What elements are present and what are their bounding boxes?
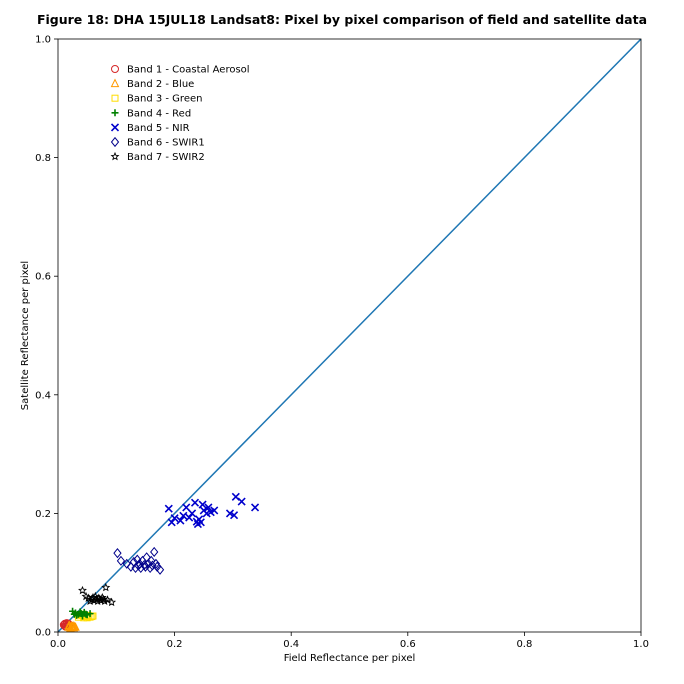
- y-tick-label: 0.0: [35, 628, 51, 639]
- legend-item: Band 1 - Coastal Aerosol: [111, 65, 250, 76]
- legend-label: Band 6 - SWIR1: [127, 138, 205, 149]
- legend-item: Band 2 - Blue: [110, 78, 194, 90]
- reference-line: [58, 39, 641, 632]
- data-point: [136, 562, 145, 574]
- data-point: [225, 509, 235, 518]
- data-point: [82, 610, 90, 618]
- data-point: [133, 554, 142, 565]
- data-point: [230, 511, 239, 520]
- data-point: [64, 620, 74, 629]
- series-band-6: [113, 546, 165, 575]
- data-point: [150, 546, 159, 558]
- data-point: [250, 503, 260, 512]
- plot-frame: [57, 38, 642, 633]
- data-point: [113, 548, 122, 559]
- data-point: [69, 622, 79, 632]
- series-band-5: [164, 492, 260, 529]
- axis-ticks: 0.0 0.2 0.4 0.6 0.8 1.0 0.0 0.2 0.4 0.6 0.8 1.0: [35, 35, 649, 651]
- data-point: [78, 585, 87, 595]
- data-point: [70, 610, 78, 618]
- data-point: [76, 608, 84, 616]
- data-point: [122, 558, 131, 569]
- data-point: [190, 498, 200, 507]
- y-tick-label: 0.2: [35, 509, 51, 520]
- legend-label: Band 7 - SWIR2: [127, 152, 205, 163]
- series-band-2: [64, 620, 80, 632]
- data-point: [97, 592, 107, 602]
- y-tick-label: 0.8: [35, 153, 51, 164]
- data-point: [185, 513, 194, 522]
- x-tick-label: 0.4: [283, 639, 299, 650]
- data-point: [145, 562, 155, 574]
- data-point: [237, 497, 246, 506]
- y-tick-label: 1.0: [35, 35, 51, 46]
- data-point: [196, 518, 205, 527]
- data-point: [167, 518, 176, 527]
- x-tick-label: 1.0: [633, 639, 649, 650]
- data-point: [198, 500, 207, 509]
- data-point: [135, 558, 144, 569]
- data-point: [100, 596, 110, 605]
- legend-marker: [110, 78, 120, 88]
- legend-item: Band 4 - Red: [111, 108, 191, 119]
- data-point: [155, 564, 165, 575]
- data-point: [182, 503, 191, 512]
- legend-label: Band 1 - Coastal Aerosol: [127, 65, 250, 76]
- data-point: [107, 597, 117, 607]
- legend: Band 1 - Coastal Aerosol Band 2 - Blue Ban…: [110, 65, 250, 163]
- data-layer: [58, 39, 641, 632]
- legend-marker: [111, 109, 119, 117]
- x-tick-label: 0.0: [50, 639, 66, 650]
- legend-item: Band 5 - NIR: [110, 123, 190, 134]
- legend-marker: [111, 94, 119, 102]
- data-point: [176, 516, 185, 525]
- data-point: [147, 555, 156, 566]
- series-band-4: [69, 607, 94, 620]
- legend-item: Band 7 - SWIR2: [110, 151, 205, 163]
- y-tick-label: 0.4: [35, 390, 51, 401]
- y-axis-label: Satellite Reflectance per pixel: [20, 261, 31, 410]
- legend-label: Band 2 - Blue: [127, 79, 194, 90]
- data-point: [85, 596, 95, 605]
- legend-label: Band 5 - NIR: [127, 123, 190, 134]
- data-point: [164, 504, 173, 513]
- legend-marker: [110, 123, 120, 132]
- x-tick-label: 0.2: [167, 639, 183, 650]
- data-point: [101, 582, 111, 592]
- data-point: [170, 514, 179, 523]
- data-point: [103, 595, 112, 604]
- data-point: [188, 509, 197, 518]
- legend-label: Band 4 - Red: [127, 108, 191, 119]
- data-point: [210, 506, 219, 515]
- data-point: [148, 560, 157, 571]
- data-point: [116, 555, 126, 566]
- x-tick-label: 0.6: [400, 639, 416, 650]
- legend-label: Band 3 - Green: [127, 94, 202, 105]
- legend-item: Band 3 - Green: [111, 94, 202, 105]
- y-tick-label: 0.6: [35, 272, 51, 283]
- data-point: [151, 558, 161, 569]
- legend-item: Band 6 - SWIR1: [110, 136, 205, 149]
- data-point: [179, 511, 188, 520]
- x-tick-label: 0.8: [516, 639, 532, 650]
- series-band-7: [78, 582, 117, 607]
- legend-marker: [110, 151, 120, 161]
- data-point: [204, 503, 213, 512]
- data-point: [141, 561, 150, 572]
- data-point: [71, 622, 80, 631]
- legend-marker: [110, 136, 120, 148]
- chart-title: Figure 18: DHA 15JUL18 Landsat8: Pixel b…: [36, 12, 648, 27]
- legend-marker: [111, 65, 119, 73]
- data-point: [144, 558, 153, 569]
- data-point: [99, 594, 108, 604]
- x-axis-label: Field Reflectance per pixel: [284, 653, 416, 664]
